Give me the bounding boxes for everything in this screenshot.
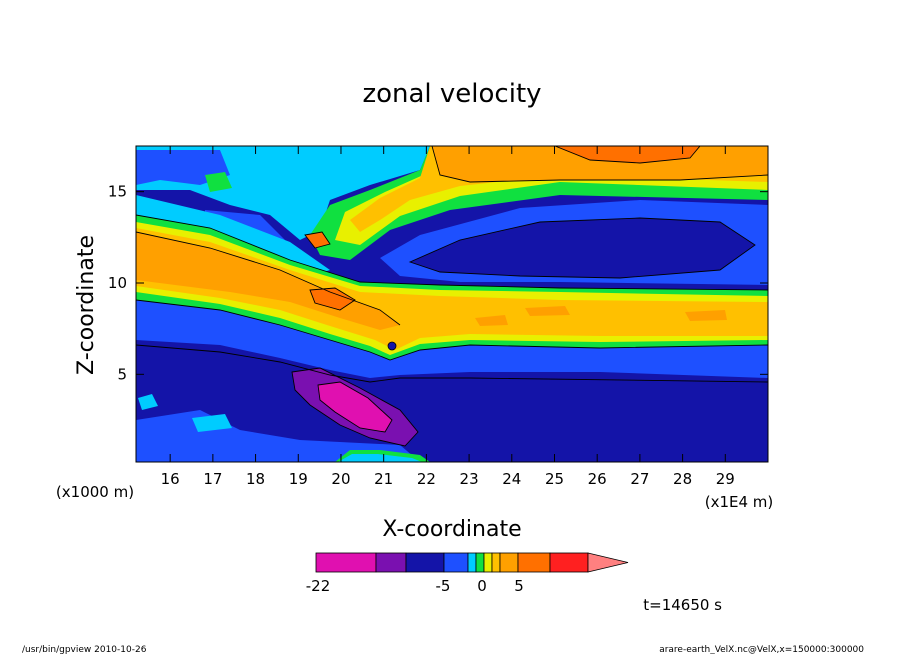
- jet-blob-2: [475, 315, 508, 326]
- lower-cyan-patch-2: [192, 414, 232, 432]
- x-tick-label: 25: [545, 470, 564, 488]
- y-unit-label: (x1000 m): [56, 483, 134, 501]
- y-axis-title: Z-coordinate: [74, 235, 99, 375]
- colorbar: [315, 552, 629, 573]
- x-tick-label: 20: [331, 470, 350, 488]
- colorbar-segment: [491, 552, 501, 573]
- upper-max: [555, 146, 700, 163]
- x-tick-label: 26: [588, 470, 607, 488]
- upper-jet-blob: [305, 232, 330, 248]
- jet-eddy: [387, 341, 397, 351]
- footer-right: arare-earth_VelX.nc@VelX,x=150000:300000: [659, 645, 864, 654]
- colorbar-label: -5: [436, 577, 451, 595]
- colorbar-segment: [315, 552, 377, 573]
- x-tick-label: 24: [502, 470, 521, 488]
- colorbar-label: -22: [306, 577, 331, 595]
- lower-jet-blue: [136, 300, 768, 378]
- chart-title: zonal velocity: [362, 79, 541, 109]
- jet-blob-3: [525, 306, 570, 316]
- colorbar-labels: -22 -5 0 5: [306, 577, 524, 595]
- colorbar-segment: [375, 552, 407, 573]
- colorbar-label: 0: [477, 577, 487, 595]
- x-tick-label: 29: [716, 470, 735, 488]
- jet-blob-4: [685, 310, 727, 321]
- colorbar-segment: [549, 552, 589, 573]
- x-tick-label: 21: [374, 470, 393, 488]
- x-tick-label: 18: [246, 470, 265, 488]
- colorbar-segment: [517, 552, 551, 573]
- colorbar-arrow: [587, 552, 629, 573]
- x-tick-label: 16: [161, 470, 180, 488]
- y-tick-label: 10: [108, 274, 127, 292]
- lower-cyan-patch: [138, 394, 158, 410]
- y-axis: 5 10 15: [108, 183, 768, 383]
- x-tick-label: 28: [673, 470, 692, 488]
- green-blob: [205, 172, 232, 192]
- plot-frame: [135, 145, 769, 463]
- ground-strip-2: [338, 454, 422, 462]
- x-unit-label: (x1E4 m): [705, 493, 774, 511]
- neg-core: [318, 382, 392, 432]
- x-axis-title: X-coordinate: [382, 517, 521, 542]
- mid-darkblue-pool: [410, 218, 755, 278]
- y-tick-label: 15: [108, 183, 127, 201]
- colorbar-segment: [475, 552, 485, 573]
- colorbar-segment: [499, 552, 519, 573]
- contour-field: [136, 146, 768, 462]
- colorbar-segment: [405, 552, 445, 573]
- y-tick-label: 5: [117, 365, 127, 383]
- contour-lines: [136, 146, 768, 447]
- jet-orange: [136, 228, 768, 350]
- footer-left: /usr/bin/gpview 2010-10-26: [22, 645, 147, 654]
- x-tick-label: 22: [417, 470, 436, 488]
- colorbar-segment: [443, 552, 469, 573]
- x-axis: 16 17 18 19 20 21 22 23 24 25 26 27 28 29: [161, 146, 735, 488]
- colorbar-segment: [483, 552, 493, 573]
- colorbar-segment: [467, 552, 477, 573]
- x-tick-label: 19: [289, 470, 308, 488]
- x-tick-label: 23: [460, 470, 479, 488]
- time-label: t=14650 s: [643, 596, 722, 614]
- x-tick-label: 17: [203, 470, 222, 488]
- x-tick-label: 27: [630, 470, 649, 488]
- colorbar-label: 5: [514, 577, 524, 595]
